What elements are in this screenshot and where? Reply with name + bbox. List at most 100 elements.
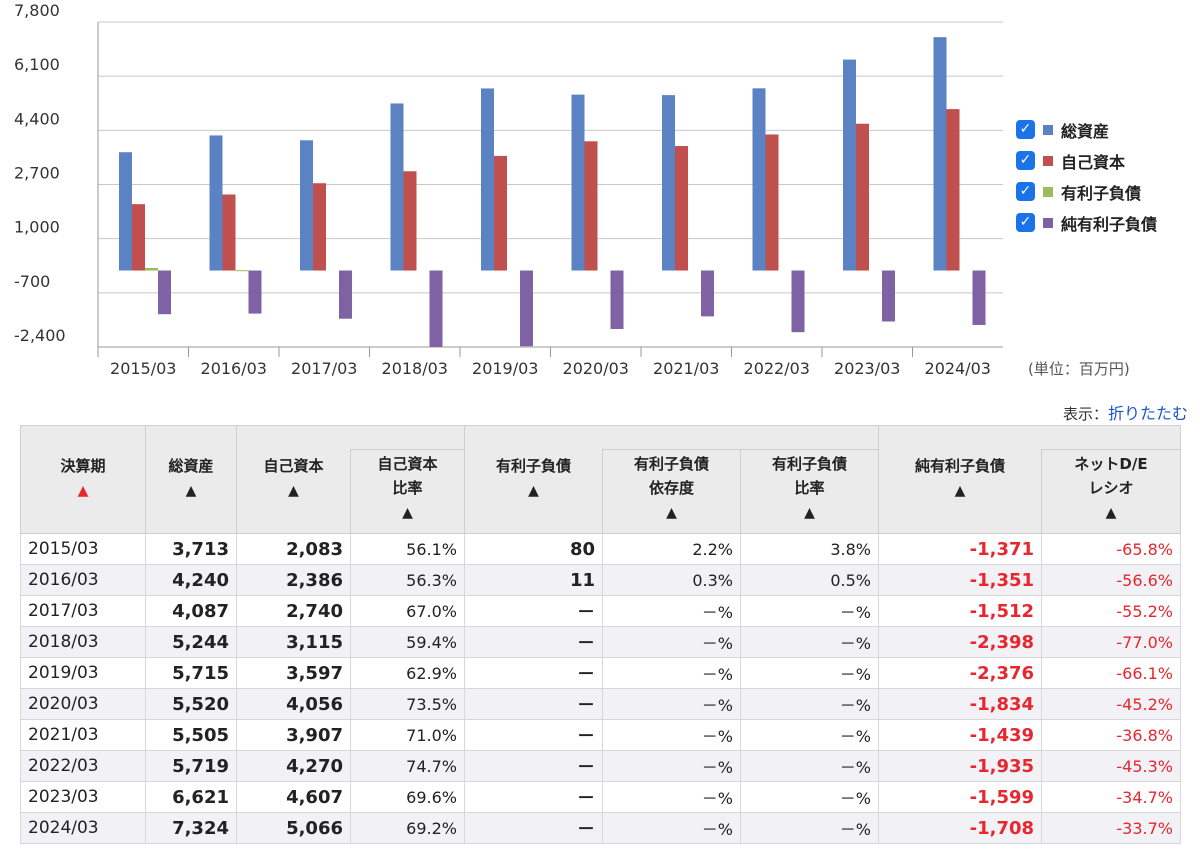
- x-tick-label: 2018/03: [382, 359, 448, 378]
- x-tick-label: 2020/03: [563, 359, 629, 378]
- bar: [946, 109, 960, 271]
- cell-debt-dependency: －%: [602, 781, 741, 813]
- bar: [752, 88, 766, 271]
- legend-item-debt[interactable]: ✓ 有利子負債: [1016, 176, 1157, 207]
- collapse-link[interactable]: 折りたたむ: [1107, 404, 1188, 423]
- cell-debt: －: [464, 595, 603, 627]
- x-tick-label: 2019/03: [472, 359, 538, 378]
- cell-period: 2017/03: [20, 595, 146, 627]
- bar: [675, 146, 688, 271]
- col-header-debt-dependency[interactable]: 有利子負債 依存度 ▲: [602, 449, 741, 534]
- cell-net-debt: -2,376: [878, 657, 1043, 689]
- cell-total-assets: 5,244: [145, 626, 237, 658]
- cell-debt-dependency: 0.3%: [602, 564, 741, 596]
- cell-equity-ratio: 69.2%: [350, 812, 465, 844]
- cell-debt: －: [464, 688, 603, 720]
- y-tick-label: -700: [14, 272, 50, 291]
- cell-equity-ratio: 71.0%: [350, 719, 465, 751]
- col-header-group-debt: [463, 425, 880, 450]
- y-tick-label: 4,400: [14, 109, 60, 128]
- cell-net-de-ratio: -56.6%: [1041, 564, 1182, 596]
- cell-period: 2020/03: [20, 688, 146, 720]
- sort-asc-icon[interactable]: ▲: [804, 505, 815, 521]
- bar: [235, 270, 249, 272]
- cell-debt-ratio: －%: [739, 657, 880, 689]
- cell-total-assets: 5,520: [145, 688, 237, 720]
- cell-equity-ratio: 69.6%: [350, 781, 465, 813]
- cell-debt: －: [464, 812, 603, 844]
- bar: [390, 103, 404, 271]
- sort-asc-icon[interactable]: ▲: [77, 483, 89, 499]
- legend-item-total-assets[interactable]: ✓ 総資産: [1016, 114, 1157, 145]
- col-header-equity[interactable]: 自己資本 ▲: [236, 449, 351, 534]
- cell-net-debt: -1,439: [878, 719, 1043, 751]
- cell-net-debt: -1,935: [878, 750, 1043, 782]
- col-header-equity-ratio[interactable]: 自己資本 比率 ▲: [350, 449, 465, 534]
- cell-net-de-ratio: -55.2%: [1041, 595, 1182, 627]
- cell-debt-dependency: －%: [602, 595, 741, 627]
- cell-debt-dependency: －%: [602, 688, 741, 720]
- cell-debt-ratio: －%: [739, 719, 880, 751]
- sort-asc-icon[interactable]: ▲: [528, 482, 539, 499]
- cell-equity: 4,607: [236, 781, 351, 813]
- legend-item-equity[interactable]: ✓ 自己資本: [1016, 145, 1157, 176]
- cell-debt: 80: [464, 533, 603, 565]
- col-header-debt[interactable]: 有利子負債 ▲: [464, 449, 603, 534]
- col-header-period[interactable]: 決算期 ▲: [20, 425, 146, 534]
- legend-label: 純有利子負債: [1061, 214, 1158, 234]
- col-header-debt-ratio[interactable]: 有利子負債 比率 ▲: [739, 449, 880, 534]
- cell-total-assets: 5,715: [145, 657, 237, 689]
- cell-equity: 5,066: [236, 812, 351, 844]
- bar: [571, 94, 585, 271]
- sort-asc-icon[interactable]: ▲: [666, 505, 677, 521]
- cell-equity-ratio: 73.5%: [350, 688, 465, 720]
- checkbox-icon[interactable]: ✓: [1016, 182, 1035, 201]
- legend-item-net-debt[interactable]: ✓ 純有利子負債: [1016, 207, 1157, 238]
- col-header-net-de-ratio[interactable]: ネットD/E レシオ ▲: [1041, 449, 1182, 534]
- col-header-total-assets[interactable]: 総資産 ▲: [145, 425, 237, 534]
- col-header-group-equity: [236, 425, 465, 450]
- chart-legend: ✓ 総資産 ✓ 自己資本 ✓ 有利子負債 ✓ 純有利子負債: [1016, 114, 1157, 238]
- cell-debt: －: [464, 719, 603, 751]
- checkbox-icon[interactable]: ✓: [1016, 120, 1035, 139]
- cell-debt-dependency: －%: [602, 750, 741, 782]
- cell-debt-ratio: －%: [739, 750, 880, 782]
- table-row: 2021/03 5,505 3,907 71.0% － －% －% -1,439…: [20, 719, 1182, 751]
- sort-asc-icon[interactable]: ▲: [1105, 505, 1117, 521]
- cell-equity: 3,907: [236, 719, 351, 751]
- sort-asc-icon[interactable]: ▲: [954, 482, 966, 499]
- y-tick-label: 7,800: [14, 1, 60, 20]
- sort-asc-icon[interactable]: ▲: [288, 482, 299, 499]
- cell-period: 2016/03: [20, 564, 146, 596]
- checkbox-icon[interactable]: ✓: [1016, 151, 1035, 170]
- cell-equity: 2,083: [236, 533, 351, 565]
- cell-net-debt: -1,512: [878, 595, 1043, 627]
- bar: [843, 59, 856, 271]
- cell-net-de-ratio: -65.8%: [1041, 533, 1182, 565]
- bar: [132, 204, 145, 271]
- x-tick-label: 2015/03: [110, 359, 176, 378]
- cell-debt: －: [464, 657, 603, 689]
- checkbox-icon[interactable]: ✓: [1016, 213, 1035, 232]
- cell-total-assets: 5,719: [145, 750, 237, 782]
- legend-swatch: [1043, 155, 1053, 166]
- x-tick-label: 2024/03: [925, 359, 991, 378]
- cell-net-de-ratio: -36.8%: [1041, 719, 1182, 751]
- cell-equity-ratio: 62.9%: [350, 657, 465, 689]
- y-tick-label: 6,100: [14, 55, 60, 74]
- cell-debt-dependency: －%: [602, 626, 741, 658]
- table-row: 2020/03 5,520 4,056 73.5% － －% －% -1,834…: [20, 688, 1182, 720]
- bar: [429, 270, 443, 347]
- y-tick-label: 2,700: [14, 164, 60, 183]
- sort-asc-icon[interactable]: ▲: [402, 505, 413, 521]
- bar: [701, 270, 714, 317]
- cell-period: 2015/03: [20, 533, 146, 565]
- cell-period: 2018/03: [20, 626, 146, 658]
- col-header-net-debt[interactable]: 純有利子負債 ▲: [878, 449, 1043, 534]
- cell-period: 2023/03: [20, 781, 146, 813]
- sort-asc-icon[interactable]: ▲: [185, 483, 197, 499]
- bar: [791, 270, 805, 333]
- cell-debt-ratio: 0.5%: [739, 564, 880, 596]
- y-tick-label: -2,400: [14, 326, 66, 345]
- cell-debt-ratio: －%: [739, 595, 880, 627]
